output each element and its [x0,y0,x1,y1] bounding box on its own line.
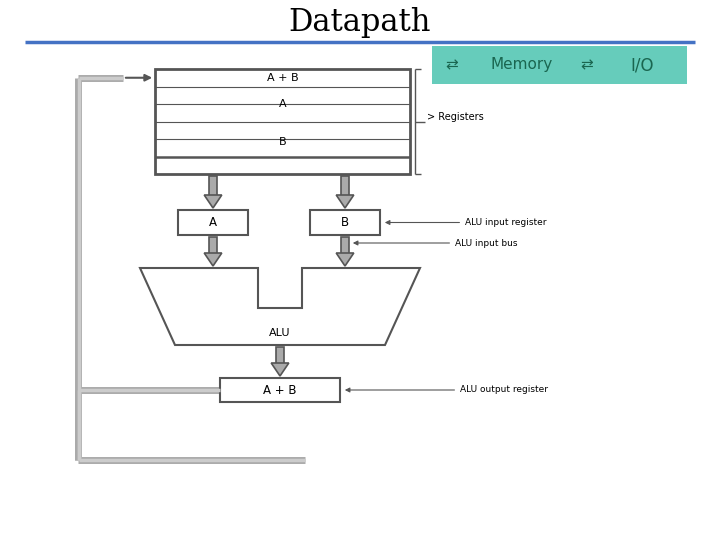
Polygon shape [204,253,222,266]
Text: ALU: ALU [269,328,291,338]
Text: A: A [209,216,217,229]
Text: A + B: A + B [264,383,297,396]
Polygon shape [209,176,217,196]
Text: A: A [279,99,287,109]
Text: Datapath: Datapath [289,6,431,37]
Text: ALU input bus: ALU input bus [354,239,518,247]
Text: B: B [341,216,349,229]
Polygon shape [336,195,354,208]
Bar [178,210,248,235]
Polygon shape [209,237,217,254]
Bar [432,46,687,84]
Text: ⇄: ⇄ [446,57,459,72]
Text: B: B [279,137,287,147]
Text: ⇄: ⇄ [580,57,593,72]
Text: A + B: A + B [266,73,298,83]
Polygon shape [276,347,284,364]
Polygon shape [204,195,222,208]
Text: Memory: Memory [491,57,553,72]
Bar [220,378,340,402]
Bar [310,210,380,235]
Polygon shape [341,237,349,254]
Text: I/O: I/O [630,56,654,74]
Bar [155,69,410,174]
Polygon shape [341,176,349,196]
Text: ALU output register: ALU output register [346,386,548,395]
Polygon shape [271,363,289,376]
Polygon shape [140,268,420,345]
Polygon shape [336,253,354,266]
Text: ALU input register: ALU input register [386,218,546,227]
Text: > Registers: > Registers [427,111,484,122]
